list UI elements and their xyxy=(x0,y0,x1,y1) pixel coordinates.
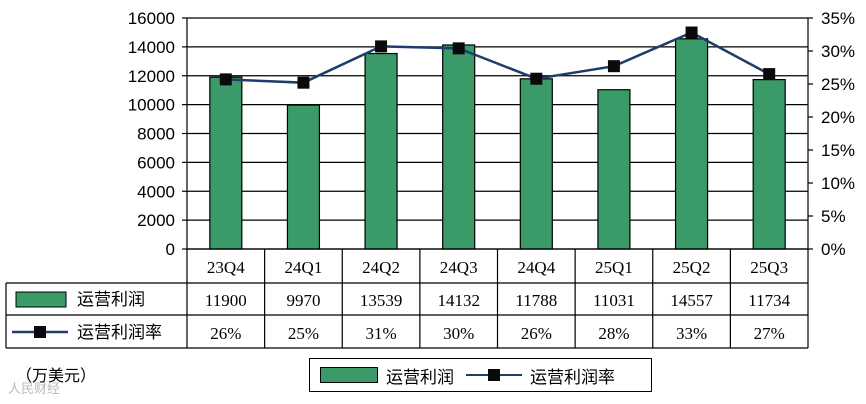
bar-value-cell: 14132 xyxy=(437,291,480,310)
rate-marker xyxy=(607,60,620,73)
bar-value-cell: 11788 xyxy=(515,291,557,310)
legend: 运营利润 运营利润率 xyxy=(309,358,652,392)
rate-value-cell: 25% xyxy=(288,324,319,343)
rate-marker xyxy=(219,73,232,86)
category-label: 25Q2 xyxy=(673,258,711,277)
row-header-bar-label: 运营利润 xyxy=(77,290,145,310)
category-label: 24Q4 xyxy=(517,258,555,277)
left-tick-label: 14000 xyxy=(128,38,175,57)
rate-line-series xyxy=(219,26,776,89)
left-tick-label: 2000 xyxy=(137,211,175,230)
right-tick-label: 20% xyxy=(821,108,855,127)
right-tick-label: 25% xyxy=(821,75,855,94)
category-label: 24Q2 xyxy=(362,258,400,277)
right-tick-label: 30% xyxy=(821,42,855,61)
left-tick-label: 4000 xyxy=(137,182,175,201)
bar-value-cell: 9970 xyxy=(286,291,320,310)
category-label: 24Q3 xyxy=(440,258,478,277)
bar-value-cell: 13539 xyxy=(360,291,403,310)
bar xyxy=(209,76,243,250)
category-label: 23Q4 xyxy=(207,258,245,277)
rate-value-cell: 27% xyxy=(754,324,785,343)
rate-value-cell: 26% xyxy=(210,324,241,343)
bar-value-cell: 11900 xyxy=(205,291,247,310)
bar xyxy=(286,104,321,250)
bar xyxy=(442,44,476,250)
bar xyxy=(364,52,398,250)
rate-marker xyxy=(375,40,388,53)
rate-value-cell: 30% xyxy=(443,324,474,343)
right-tick-label: 10% xyxy=(821,174,855,193)
grid-lines xyxy=(187,17,808,250)
bar xyxy=(597,89,631,250)
rate-value-cell: 26% xyxy=(521,324,552,343)
left-tick-label: 0 xyxy=(166,240,175,259)
legend-bar-swatch xyxy=(320,367,378,383)
rate-marker xyxy=(685,26,698,39)
left-tick-label: 8000 xyxy=(137,125,175,144)
legend-bar-label: 运营利润 xyxy=(386,367,454,388)
category-label: 25Q3 xyxy=(750,258,788,277)
right-tick-label: 15% xyxy=(821,141,855,160)
bar xyxy=(674,38,709,250)
rate-marker xyxy=(530,72,543,85)
left-tick-label: 12000 xyxy=(128,67,175,86)
right-tick-label: 35% xyxy=(821,9,855,28)
right-tick-label: 5% xyxy=(821,207,846,226)
rate-value-cell: 28% xyxy=(598,324,629,343)
category-label: 24Q1 xyxy=(285,258,323,277)
left-tick-label: 16000 xyxy=(128,9,175,28)
rate-marker xyxy=(763,68,776,81)
row-header-bar-swatch xyxy=(15,291,67,308)
rate-value-cell: 31% xyxy=(365,324,396,343)
rate-marker xyxy=(297,76,310,89)
right-tick-label: 0% xyxy=(821,240,846,259)
left-tick-label: 6000 xyxy=(137,153,175,172)
bar-value-cell: 11031 xyxy=(593,291,635,310)
left-tick-label: 10000 xyxy=(128,96,175,115)
axes: 16000 14000 12000 10000 8000 6000 4000 2000 0 35%… xyxy=(128,9,855,259)
legend-line-swatch xyxy=(466,367,522,383)
bar xyxy=(519,78,553,250)
rate-value-cell: 33% xyxy=(676,324,707,343)
bar-value-cell: 14557 xyxy=(670,291,713,310)
category-label: 25Q1 xyxy=(595,258,633,277)
bar-series xyxy=(209,38,786,250)
data-table: 23Q4 11900 26% 24Q1 9970 25% 24Q2 13539 31% 24Q3 1… xyxy=(5,248,809,349)
bar-value-cell: 11734 xyxy=(748,291,790,310)
row-header-line-marker xyxy=(34,326,46,338)
watermark: 人民财经 xyxy=(8,382,61,397)
bar xyxy=(752,78,786,250)
rate-marker xyxy=(452,42,465,55)
row-header-line-label: 运营利润率 xyxy=(77,323,162,343)
legend-line-label: 运营利润率 xyxy=(530,367,615,388)
unit-note: （万美元） xyxy=(16,366,97,385)
rate-line xyxy=(225,31,770,84)
